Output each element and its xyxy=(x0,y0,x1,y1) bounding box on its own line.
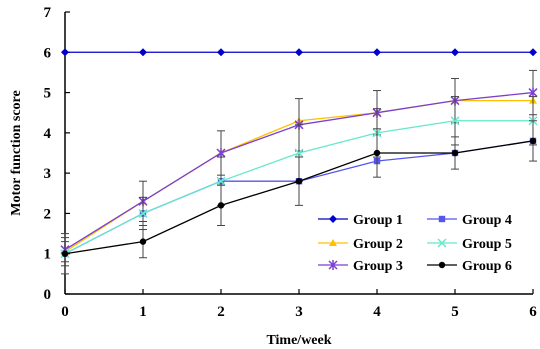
y-axis-title: Motor function score xyxy=(9,90,24,215)
x-tick-label: 4 xyxy=(373,304,381,320)
legend-item: Group 3 xyxy=(318,259,403,274)
legend-marker xyxy=(329,239,337,246)
legend-marker xyxy=(328,260,338,270)
y-tick-label: 5 xyxy=(44,86,52,102)
legend: Group 1 Group 2 Group 3 Group 4 Group 5 Group… xyxy=(318,213,512,274)
x-tick-label: 1 xyxy=(139,304,147,320)
legend-marker xyxy=(438,215,446,223)
data-point xyxy=(295,48,303,57)
y-tick-label: 3 xyxy=(44,166,52,182)
data-point xyxy=(217,48,225,57)
data-point xyxy=(373,48,381,57)
x-tick-label: 0 xyxy=(61,304,69,320)
y-tick-label: 4 xyxy=(44,126,52,142)
x-tick-label: 6 xyxy=(529,304,537,320)
data-point xyxy=(529,137,537,145)
x-ticks: 0 1 2 3 4 5 6 xyxy=(61,289,537,320)
legend-marker xyxy=(329,215,337,223)
legend-label: Group 4 xyxy=(462,213,512,228)
data-point xyxy=(294,148,304,158)
data-point xyxy=(373,149,381,157)
legend-item: Group 1 xyxy=(318,213,403,228)
data-point xyxy=(61,250,69,257)
data-point xyxy=(295,178,303,185)
series-group-6 xyxy=(61,120,537,275)
legend-item: Group 5 xyxy=(427,237,512,252)
y-tick-label: 7 xyxy=(44,5,52,21)
data-point xyxy=(450,116,460,126)
data-point xyxy=(528,87,538,98)
x-tick-label: 2 xyxy=(217,304,225,320)
legend-label: Group 5 xyxy=(462,237,512,252)
data-point xyxy=(138,208,148,218)
data-point xyxy=(216,148,226,158)
series-layer xyxy=(60,48,538,275)
x-tick-label: 3 xyxy=(295,304,303,320)
data-point xyxy=(451,48,459,57)
data-point xyxy=(529,48,537,57)
x-tick-label: 5 xyxy=(451,304,459,320)
y-tick-label: 1 xyxy=(44,247,52,263)
legend-marker xyxy=(438,261,446,269)
data-point xyxy=(217,202,225,209)
data-point xyxy=(139,238,147,245)
legend-label: Group 6 xyxy=(462,259,512,274)
data-point xyxy=(216,176,226,186)
legend-label: Group 1 xyxy=(353,213,403,228)
legend-item: Group 2 xyxy=(318,237,403,252)
data-point xyxy=(61,48,69,57)
legend-label: Group 2 xyxy=(353,237,403,252)
y-ticks: 0 1 2 3 4 5 6 7 xyxy=(44,5,70,303)
y-tick-label: 6 xyxy=(44,45,52,61)
x-axis-title: Time/week xyxy=(266,333,331,348)
y-tick-label: 0 xyxy=(44,287,52,303)
data-point xyxy=(451,149,459,157)
legend-item: Group 4 xyxy=(427,213,512,228)
legend-label: Group 3 xyxy=(353,259,403,274)
legend-marker xyxy=(437,238,447,248)
legend-item: Group 6 xyxy=(427,259,512,274)
y-tick-label: 2 xyxy=(44,206,52,222)
series-group-1 xyxy=(61,48,537,57)
data-point xyxy=(139,48,147,57)
